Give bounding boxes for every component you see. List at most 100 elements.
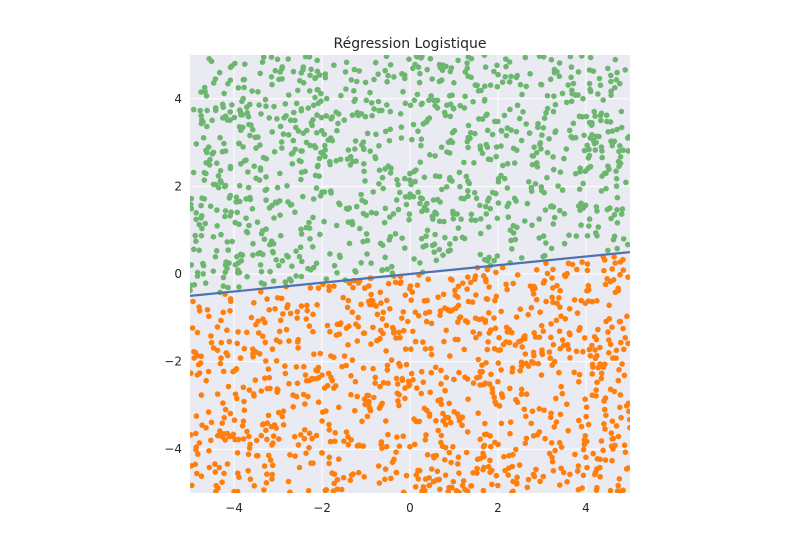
orange-point (540, 473, 547, 480)
orange-point (245, 451, 252, 458)
green-point (200, 262, 207, 269)
orange-point (218, 355, 224, 361)
green-point (550, 166, 557, 173)
orange-point (390, 327, 397, 333)
orange-point (208, 419, 215, 426)
orange-point (252, 377, 259, 383)
green-point (198, 215, 204, 221)
orange-point (452, 287, 458, 294)
green-point (307, 72, 313, 79)
orange-point (216, 464, 223, 471)
green-point (313, 260, 320, 267)
green-point (312, 172, 319, 179)
green-point (462, 93, 468, 100)
orange-point (196, 307, 203, 314)
green-point (302, 55, 309, 60)
green-point (309, 244, 316, 250)
orange-point (475, 410, 482, 417)
orange-point (373, 303, 379, 309)
green-point (261, 281, 268, 288)
orange-point (253, 349, 259, 355)
green-point (397, 111, 404, 117)
green-point (612, 84, 618, 91)
orange-point (536, 429, 543, 435)
green-point (337, 156, 344, 163)
orange-point (197, 360, 204, 366)
orange-point (613, 355, 619, 361)
green-point (253, 145, 259, 151)
orange-point (346, 280, 353, 287)
orange-point (597, 464, 603, 471)
orange-point (221, 414, 227, 421)
orange-point (580, 472, 587, 479)
orange-point (321, 385, 328, 391)
orange-point (438, 401, 445, 408)
green-point (559, 90, 566, 97)
orange-point (418, 368, 425, 375)
green-point (194, 273, 201, 279)
orange-point (294, 380, 301, 387)
orange-point (336, 456, 342, 463)
orange-point (205, 409, 212, 415)
orange-point (203, 377, 209, 384)
green-point (310, 196, 317, 202)
green-point (282, 279, 289, 285)
orange-point (477, 382, 484, 388)
green-point (244, 104, 250, 110)
orange-point (549, 294, 555, 301)
orange-point (514, 272, 521, 278)
orange-point (473, 292, 479, 298)
orange-point (434, 468, 441, 475)
green-point (585, 165, 591, 171)
orange-point (598, 375, 605, 382)
green-point (548, 245, 555, 252)
green-point (285, 56, 292, 62)
green-point (550, 221, 557, 227)
green-point (306, 88, 313, 94)
orange-point (482, 420, 488, 427)
orange-point (359, 418, 365, 425)
green-point (280, 131, 287, 137)
green-point (412, 178, 418, 185)
orange-point (578, 297, 584, 304)
orange-point (469, 299, 476, 305)
orange-point (283, 326, 290, 333)
orange-point (616, 367, 622, 373)
green-point (395, 206, 402, 213)
orange-point (420, 339, 426, 345)
orange-point (455, 283, 462, 290)
green-point (559, 187, 566, 193)
green-point (612, 56, 619, 63)
orange-point (437, 312, 443, 319)
orange-point (609, 266, 615, 272)
orange-point (303, 450, 309, 457)
orange-point (470, 380, 477, 386)
green-point (193, 216, 199, 223)
orange-point (565, 427, 571, 434)
orange-point (609, 324, 615, 331)
orange-point (541, 278, 548, 284)
green-point (232, 262, 239, 268)
orange-point (287, 489, 293, 493)
orange-point (486, 381, 493, 387)
orange-point (264, 471, 270, 478)
green-point (214, 207, 220, 213)
orange-point (374, 337, 380, 344)
orange-point (502, 467, 508, 474)
green-point (231, 114, 238, 121)
orange-point (240, 418, 247, 425)
orange-point (295, 442, 302, 448)
green-point (236, 284, 242, 290)
orange-point (448, 459, 454, 466)
green-point (379, 267, 386, 273)
green-point (501, 175, 508, 182)
green-point (307, 236, 313, 242)
orange-point (617, 392, 624, 398)
green-point (199, 195, 205, 201)
green-point (234, 209, 240, 216)
orange-point (410, 377, 416, 383)
orange-point (522, 440, 529, 447)
green-point (200, 135, 207, 141)
green-point (303, 139, 310, 146)
orange-point (305, 393, 311, 400)
